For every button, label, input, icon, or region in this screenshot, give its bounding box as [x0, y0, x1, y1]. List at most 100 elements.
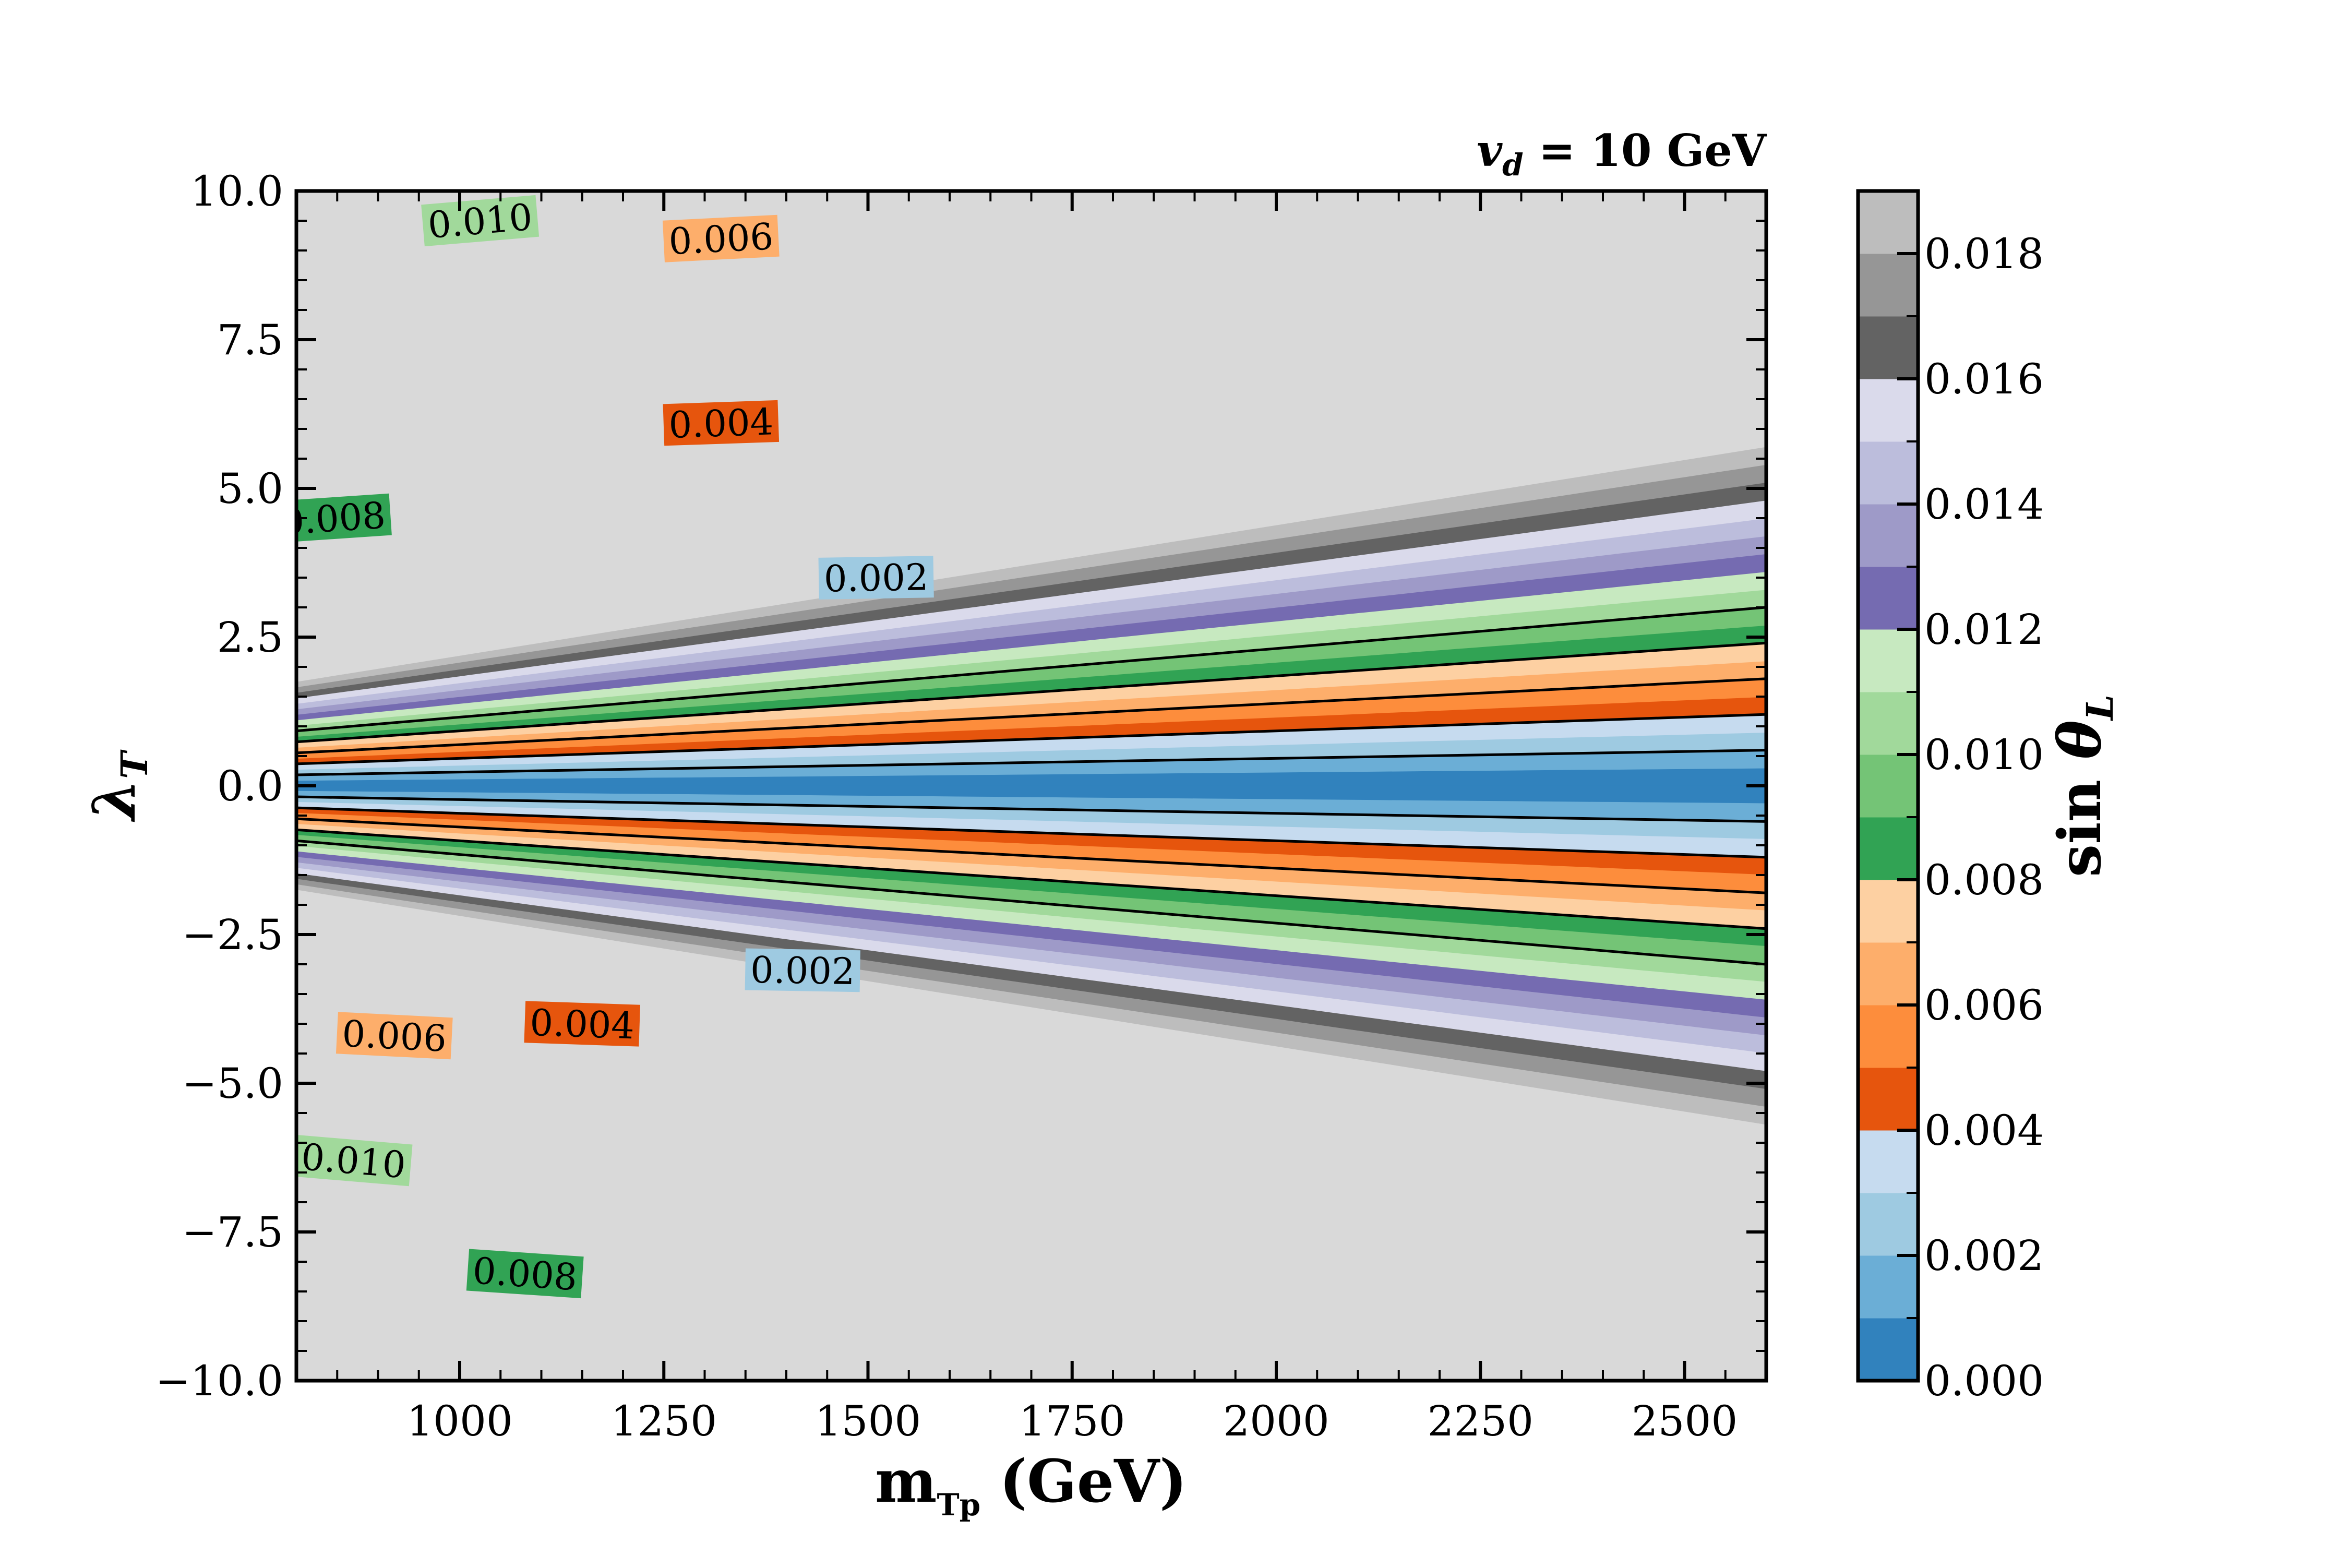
- colorbar-label-subscript: L: [2078, 695, 2122, 721]
- colorbar-segment: [1858, 1005, 1918, 1068]
- colorbar-segment: [1858, 629, 1918, 692]
- contour-label: 0.004: [524, 1001, 641, 1048]
- annotation-text: = 10 GeV: [1524, 125, 1767, 176]
- colorbar-segment: [1858, 942, 1918, 1006]
- colorbar-tick-label: 0.014: [1924, 480, 2044, 529]
- contour-line: [296, 817, 1766, 894]
- contour-label-gap: [296, 493, 392, 543]
- annotation-subscript: d: [1502, 147, 1524, 183]
- colorbar-segment: [1858, 1068, 1918, 1131]
- colorbar-tick-label: 0.016: [1924, 355, 2044, 403]
- colorbar-segment: [1858, 755, 1918, 818]
- x-tick-label: 2250: [1427, 1397, 1534, 1445]
- y-tick-label: 10.0: [190, 167, 283, 216]
- contour-label-gap: [296, 1135, 413, 1187]
- colorbar-tick-label: 0.008: [1924, 856, 2044, 904]
- contour-label: 0.002: [818, 556, 934, 601]
- contour-line: [296, 806, 1766, 859]
- y-tick-label: 2.5: [217, 613, 283, 662]
- annotation-symbol: v: [1477, 125, 1503, 176]
- colorbar-segment: [1858, 504, 1918, 567]
- contour-labels: 0.002 0.002 0.004 0.004 0.006 0.006 0.008 0.008…: [280, 195, 934, 1299]
- contour-label-gap: [818, 556, 934, 600]
- x-tick-label: 2000: [1223, 1397, 1329, 1445]
- y-axis-label-main: λ: [80, 779, 149, 822]
- x-axis-label-subscript: Tp: [937, 1487, 981, 1523]
- contour-band: [296, 191, 1766, 682]
- colorbar-segment: [1858, 567, 1918, 630]
- colorbar-segment: [1858, 817, 1918, 880]
- contour-line: [296, 677, 1766, 755]
- y-axis-label: λT: [80, 749, 156, 822]
- x-tick-label: 2500: [1632, 1397, 1738, 1445]
- colorbar-tick-label: 0.000: [1924, 1357, 2044, 1405]
- colorbar-label-prefix: sin: [2046, 759, 2114, 877]
- colorbar-segment: [1858, 880, 1918, 943]
- x-tick-label: 1000: [406, 1397, 513, 1445]
- contour-label-text: 0.006: [668, 215, 774, 263]
- contour-label: 0.008: [280, 493, 392, 544]
- y-tick-label: −10.0: [155, 1357, 283, 1405]
- contour-label: 0.002: [745, 948, 860, 993]
- colorbar-segment: [1858, 191, 1918, 254]
- contour-line: [296, 749, 1766, 776]
- y-tick-label: −5.0: [182, 1059, 283, 1108]
- y-tick-label: 7.5: [217, 316, 283, 364]
- colorbar-ticks: 0.000 0.002 0.004 0.006 0.008 0.010 0.012 0.014…: [1897, 230, 2044, 1405]
- annotation-vd: vd = 10 GeV: [1477, 125, 1767, 183]
- y-tick-label: −7.5: [182, 1208, 283, 1256]
- contour-line: [296, 828, 1766, 930]
- contour-label-text: 0.004: [529, 1001, 635, 1048]
- colorbar-frame: [1856, 189, 1920, 1383]
- contour-label-text: 0.010: [426, 196, 534, 247]
- contour-label-gap: [421, 195, 540, 247]
- colorbar-tick-label: 0.004: [1924, 1106, 2044, 1155]
- contour-line: [296, 641, 1766, 744]
- contour-label-text: 0.002: [750, 949, 855, 993]
- colorbar-label-symbol: θ: [2046, 720, 2114, 759]
- colorbar-segment: [1858, 1318, 1918, 1381]
- contour-label-text: 0.010: [300, 1135, 408, 1187]
- contour-line: [296, 795, 1766, 823]
- x-axis-label-main: m: [875, 1447, 937, 1516]
- contour-label-text: 0.008: [471, 1249, 578, 1299]
- contour-label-text: 0.002: [823, 556, 929, 600]
- colorbar-segment: [1858, 316, 1918, 379]
- y-tick-label: 0.0: [217, 762, 283, 810]
- colorbar-segment: [1858, 441, 1918, 505]
- contour-label: 0.010: [421, 195, 540, 247]
- x-tick-label: 1750: [1019, 1397, 1125, 1445]
- colorbar-tick-label: 0.010: [1924, 731, 2044, 779]
- y-axis-label-subscript: T: [113, 749, 156, 779]
- contour-label: 0.010: [296, 1135, 413, 1187]
- contour-label: 0.004: [663, 400, 780, 447]
- contour-label-text: 0.008: [280, 494, 387, 543]
- x-axis-label-unit: (GeV): [999, 1447, 1187, 1516]
- y-tick-label: 5.0: [217, 464, 283, 513]
- colorbar: [1858, 191, 1918, 1381]
- colorbar-tick-label: 0.012: [1924, 605, 2044, 654]
- colorbar-segment: [1858, 254, 1918, 317]
- x-tick-label: 1500: [815, 1397, 921, 1445]
- contour-line: [296, 606, 1766, 733]
- colorbar-segment: [1858, 1193, 1918, 1256]
- contour-label-text: 0.004: [668, 400, 774, 447]
- colorbar-label: sin θL: [2046, 695, 2122, 877]
- contour-label: 0.006: [336, 1012, 453, 1060]
- contour-label-gap: [524, 1001, 641, 1047]
- contour-label: 0.008: [466, 1249, 584, 1299]
- contour-plot-area: [296, 191, 1766, 1381]
- colorbar-segment: [1858, 379, 1918, 442]
- contour-label-text: 0.006: [341, 1012, 448, 1060]
- contour-line: [296, 839, 1766, 966]
- contour-label-gap: [745, 948, 860, 992]
- colorbar-tick-label: 0.006: [1924, 981, 2044, 1030]
- y-tick-label: −2.5: [182, 911, 283, 959]
- x-tick-label: 1250: [610, 1397, 717, 1445]
- x-axis-label: mTp (GeV): [875, 1447, 1187, 1523]
- contour-label-gap: [336, 1012, 453, 1060]
- colorbar-segment: [1858, 692, 1918, 755]
- contour-label: 0.006: [662, 214, 780, 263]
- colorbar-segment: [1858, 1130, 1918, 1193]
